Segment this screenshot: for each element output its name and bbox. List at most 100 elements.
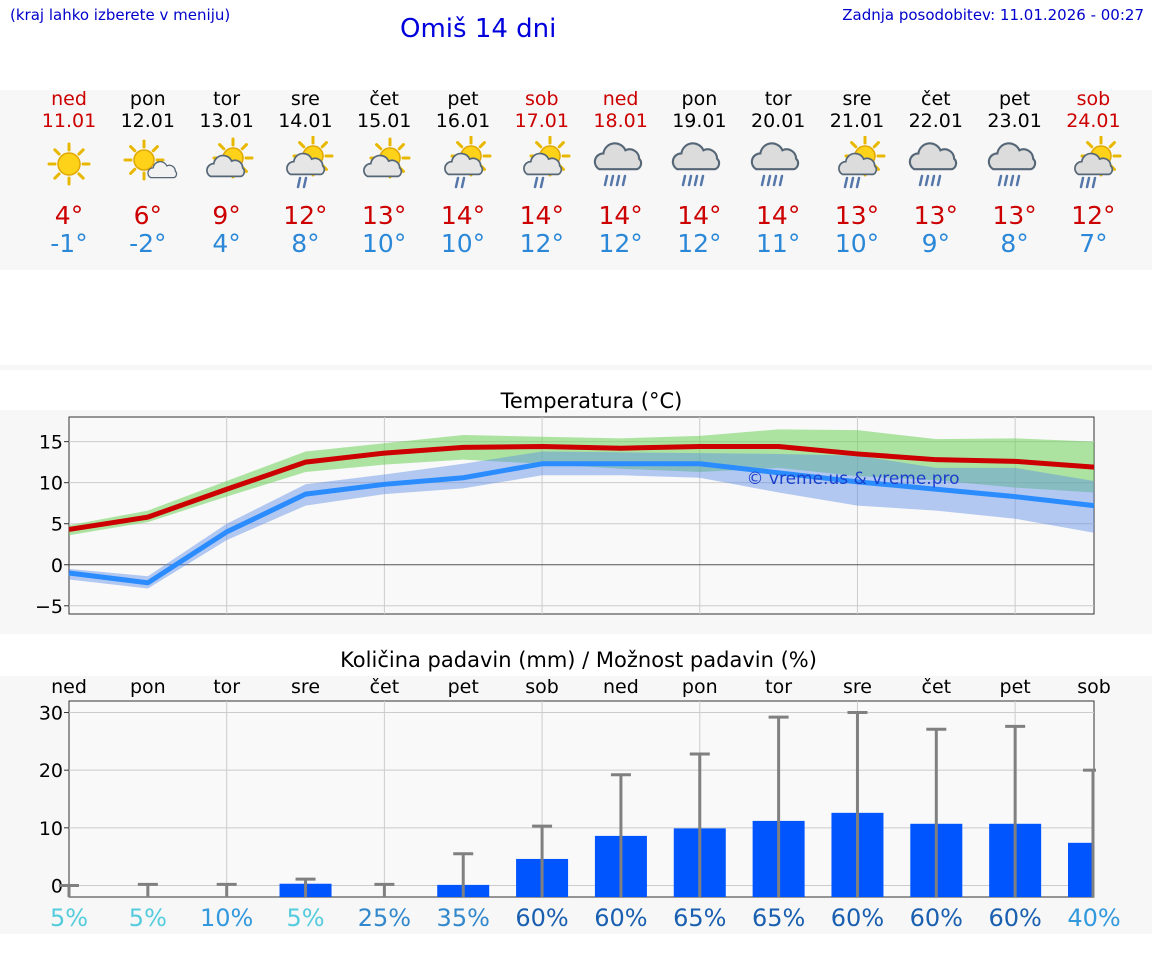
forecast-day: sre 14.01 12° 8°	[265, 88, 345, 258]
divider	[0, 365, 1152, 370]
day-category-label: sob	[1077, 676, 1111, 698]
day-category-label: pon	[130, 676, 166, 698]
day-category-label: sre	[291, 676, 320, 698]
day-name: ned	[51, 88, 87, 110]
max-range-band	[69, 429, 1094, 536]
forecast-day: pon 12.01 6° -2°	[108, 88, 188, 258]
precipitation-probability: 40%	[1067, 904, 1120, 932]
y-tick-label: 30	[39, 703, 63, 725]
max-temperature: 12°	[1071, 201, 1116, 230]
day-date: 13.01	[199, 110, 254, 132]
day-name: sob	[1076, 88, 1111, 110]
forecast-day: pet 23.01 13° 8°	[975, 88, 1055, 258]
day-date: 18.01	[593, 110, 648, 132]
precipitation-probability: 60%	[515, 904, 568, 932]
day-name: ned	[602, 88, 639, 110]
day-date: 17.01	[514, 110, 569, 132]
day-category-label: ned	[51, 676, 87, 698]
last-updated: Zadnja posodobitev: 11.01.2026 - 00:27	[842, 6, 1144, 24]
precipitation-probability: 65%	[673, 904, 726, 932]
sun-cloud-icon	[108, 136, 188, 194]
forecast-day: sob 17.01 14° 12°	[502, 88, 582, 258]
forecast-day: tor 13.01 9° 4°	[187, 88, 267, 258]
day-category-label: pet	[1000, 676, 1031, 698]
min-range-band	[69, 451, 1094, 589]
day-category-label: sob	[525, 676, 559, 698]
sun-icon	[29, 136, 109, 194]
min-temperature: 8°	[1000, 229, 1029, 258]
max-temperature: 14°	[440, 201, 486, 230]
max-temperature: 9°	[212, 201, 241, 230]
day-date: 16.01	[435, 110, 491, 132]
day-category-label: tor	[213, 676, 240, 698]
cloud-rain-icon	[738, 136, 818, 194]
day-name: pon	[681, 88, 718, 110]
precipitation-probability: 60%	[910, 904, 963, 932]
min-temperature: 12°	[598, 229, 643, 258]
min-temperature: -1°	[50, 229, 88, 258]
forecast-day: čet 15.01 13° 10°	[344, 88, 424, 258]
forecast-day: ned 11.01 4° -1°	[29, 88, 109, 258]
max-temperature: 13°	[992, 201, 1037, 230]
day-name: pon	[129, 88, 166, 110]
max-temperature: 14°	[756, 201, 801, 230]
forecast-day: sob 24.01 12° 7°	[1053, 88, 1133, 258]
min-temperature: 4°	[212, 229, 241, 258]
day-date: 22.01	[908, 110, 963, 132]
sun-cloud-light-rain-icon	[265, 135, 345, 194]
day-name: sre	[290, 88, 320, 110]
min-temperature: 7°	[1079, 229, 1108, 258]
min-temperature: -2°	[129, 229, 167, 258]
precipitation-probability: 60%	[594, 904, 647, 932]
sun-cloud-rain-icon	[1053, 135, 1133, 194]
precipitation-probability: 25%	[358, 904, 411, 932]
region-hint[interactable]: (kraj lahko izberete v meniju)	[10, 6, 231, 24]
forecast-day: pet 16.01 14° 10°	[423, 88, 503, 258]
day-date: 11.01	[41, 110, 97, 132]
day-category-label: čet	[370, 676, 400, 698]
max-temperature: 6°	[133, 201, 162, 230]
chart-title: Količina padavin (mm) / Možnost padavin …	[340, 648, 817, 672]
max-temperature-line	[68, 444, 1095, 532]
day-date: 24.01	[1066, 110, 1121, 132]
cloud-rain-icon	[581, 136, 661, 194]
precipitation-probability: 5%	[286, 904, 324, 932]
partly-cloudy-icon	[187, 136, 267, 194]
min-temperature: 11°	[756, 229, 801, 258]
sun-cloud-light-rain-icon	[423, 135, 503, 194]
y-tick-label: 10	[39, 818, 63, 840]
forecast-strip-background	[0, 90, 1152, 270]
precipitation-probability: 5%	[129, 904, 167, 932]
day-name: čet	[369, 88, 399, 110]
y-tick-label: 0	[51, 875, 63, 897]
max-temperature: 14°	[677, 201, 722, 230]
max-temperature: 13°	[834, 201, 880, 230]
precipitation-probability: 65%	[752, 904, 805, 932]
day-name: čet	[921, 88, 951, 110]
day-category-label: čet	[922, 676, 952, 698]
day-date: 19.01	[672, 110, 727, 132]
day-category-label: pet	[448, 676, 479, 698]
precipitation-chart: Količina padavin (mm) / Možnost padavin …	[39, 648, 1121, 932]
max-temperature: 14°	[598, 201, 643, 230]
precipitation-probability: 5%	[50, 904, 88, 932]
day-date: 15.01	[356, 110, 412, 132]
page-title: Omiš 14 dni	[400, 14, 557, 44]
watermark: © vreme.us & vreme.pro	[746, 469, 959, 489]
day-category-label: tor	[765, 676, 792, 698]
cloud-rain-icon	[896, 136, 976, 194]
min-temperature: 8°	[291, 229, 320, 258]
day-name: sre	[842, 88, 872, 110]
sun-cloud-rain-icon	[817, 135, 897, 194]
day-name: pet	[447, 88, 479, 110]
precipitation-probability: 60%	[988, 904, 1041, 932]
max-temperature: 14°	[519, 201, 564, 230]
min-temperature-line	[68, 461, 1095, 586]
day-date: 20.01	[750, 110, 806, 132]
min-temperature: 10°	[440, 229, 486, 258]
day-category-label: sre	[843, 676, 872, 698]
y-tick-label: 10	[39, 473, 63, 495]
max-temperature: 13°	[913, 201, 958, 230]
day-date: 21.01	[829, 110, 885, 132]
y-tick-label: −5	[35, 596, 63, 618]
